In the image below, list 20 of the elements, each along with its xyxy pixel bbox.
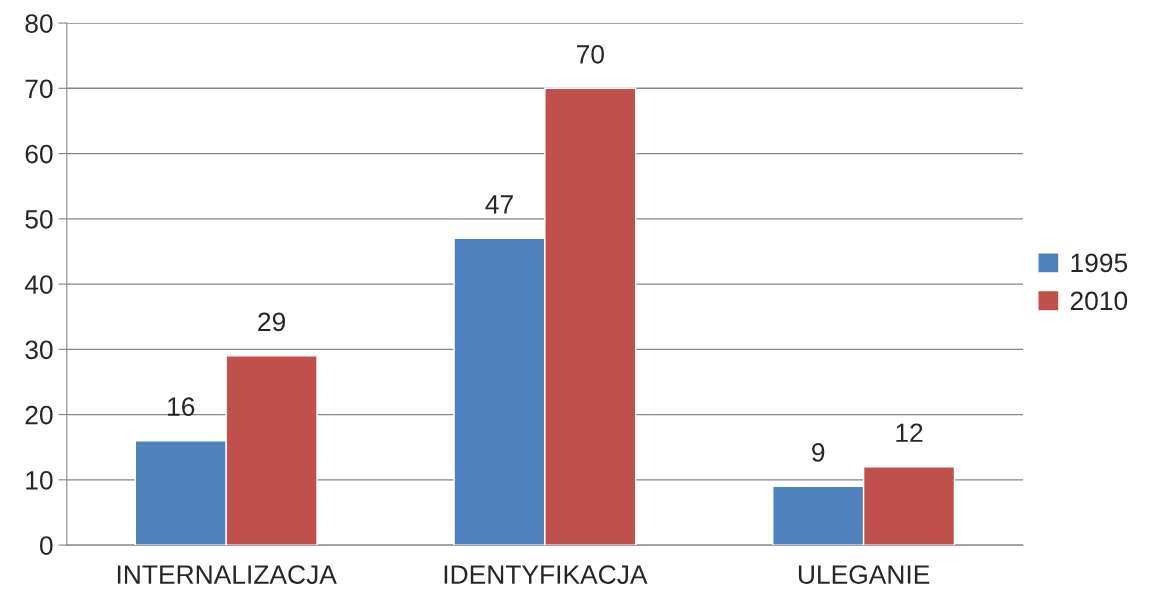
y-tick-label: 80 bbox=[25, 14, 53, 33]
x-tick-label: ULEGANIE bbox=[798, 565, 930, 584]
y-tick-label: 30 bbox=[25, 340, 53, 360]
y-tick-label: 20 bbox=[25, 405, 53, 425]
data-label: 9 bbox=[812, 443, 825, 462]
data-label: 16 bbox=[168, 397, 195, 417]
legend-label: 2010 bbox=[1070, 291, 1128, 311]
data-label: 29 bbox=[258, 312, 286, 332]
data-label: 12 bbox=[896, 423, 923, 442]
y-tick-label: 10 bbox=[26, 470, 53, 490]
data-label: 47 bbox=[485, 195, 513, 214]
data-label: 70 bbox=[576, 44, 604, 64]
x-tick-label: IDENTYFIKACJA bbox=[444, 565, 648, 584]
y-tick-label: 40 bbox=[24, 275, 53, 294]
x-tick-label: INTERNALIZACJA bbox=[117, 565, 337, 584]
y-tick-label: 70 bbox=[25, 79, 53, 99]
legend-label: 1995 bbox=[1071, 253, 1128, 273]
y-tick-label: 50 bbox=[25, 209, 53, 229]
y-tick-label: 60 bbox=[25, 144, 53, 164]
y-tick-label: 0 bbox=[39, 536, 53, 555]
